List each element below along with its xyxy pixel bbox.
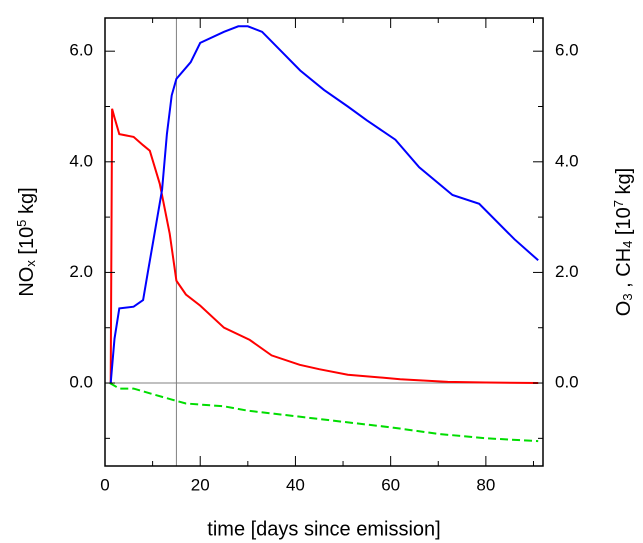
x-tick-label: 60 <box>381 475 400 494</box>
y-axis-label-part: 5 <box>14 220 29 227</box>
x-axis-label: time [days since emission] <box>207 518 440 540</box>
x-tick-label: 0 <box>100 475 109 494</box>
y2-axis-label-part: 7 <box>611 200 626 207</box>
y-axis-label-part: NO <box>16 267 38 297</box>
y-axis-label-part: [10 <box>16 227 38 260</box>
y2-tick-label: 4.0 <box>555 151 579 170</box>
y2-tick-label: 0.0 <box>555 373 579 392</box>
y2-axis-label-part: kg] <box>613 168 635 200</box>
y-tick-label: 4.0 <box>69 151 93 170</box>
y-tick-label: 6.0 <box>69 41 93 60</box>
y-tick-label: 0.0 <box>69 373 93 392</box>
data-line <box>109 382 539 443</box>
x-tick-label: 80 <box>476 475 495 494</box>
y-axis-label-part: x <box>23 260 38 267</box>
y2-axis-label-part: O <box>613 301 635 317</box>
data-line <box>109 108 539 384</box>
y-axis-label: NOx [105 kg] <box>14 187 38 296</box>
y2-tick-label: 2.0 <box>555 262 579 281</box>
plot-frame <box>104 17 544 467</box>
y2-axis-label-part: [10 <box>613 207 635 240</box>
data-line <box>109 25 539 384</box>
y2-tick-label: 6.0 <box>555 41 579 60</box>
x-tick-label: 20 <box>191 475 210 494</box>
y-tick-label: 2.0 <box>69 262 93 281</box>
y-axis-label-part: kg] <box>16 187 38 219</box>
x-tick-label: 40 <box>286 475 305 494</box>
y2-axis-label-part: 3 <box>620 293 635 300</box>
y2-axis-label: O3 , CH4 [107 kg] <box>611 168 635 316</box>
y2-axis-label-part: , CH <box>613 248 635 294</box>
y2-axis-label-part: 4 <box>620 241 635 248</box>
